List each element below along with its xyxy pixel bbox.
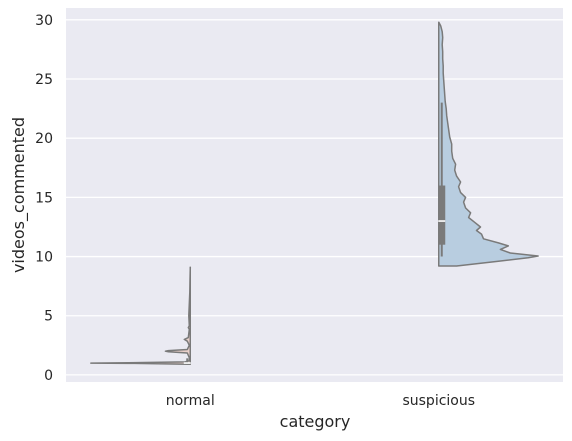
plot-background <box>66 8 563 382</box>
x-tick-label-normal: normal <box>166 393 215 409</box>
y-tick-labels: 0 5 10 15 20 25 30 <box>35 13 53 384</box>
violin-suspicious <box>438 21 539 267</box>
grid-lines <box>66 19 563 376</box>
y-tick-label: 10 <box>35 250 53 266</box>
violin-normal <box>90 266 192 365</box>
y-tick-label: 25 <box>35 72 53 88</box>
box-suspicious <box>438 185 446 245</box>
x-axis-label: category <box>280 412 351 431</box>
y-tick-label: 15 <box>35 190 53 206</box>
y-tick-label: 20 <box>35 131 53 147</box>
y-tick-label: 30 <box>35 13 53 29</box>
violins <box>90 21 539 365</box>
y-tick-label: 0 <box>44 368 53 384</box>
y-tick-label: 5 <box>44 309 53 325</box>
y-axis-label: videos_commented <box>9 117 29 273</box>
x-tick-labels: normal suspicious <box>166 393 475 409</box>
x-tick-label-suspicious: suspicious <box>402 393 475 409</box>
